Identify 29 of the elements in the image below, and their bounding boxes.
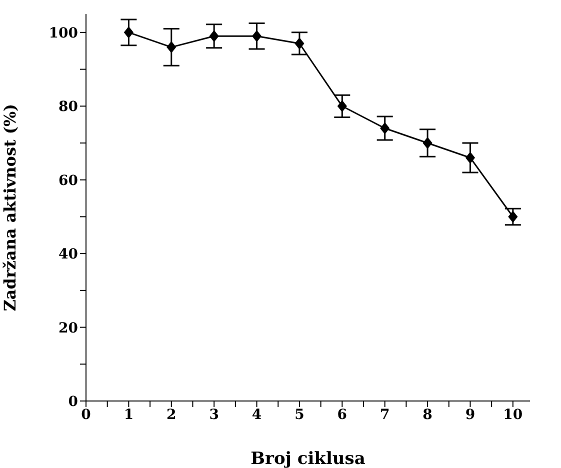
x-tick-label: 1	[124, 406, 134, 423]
point	[294, 37, 304, 50]
x-axis-title: Broj ciklusa	[250, 449, 366, 468]
y-tick-label: 100	[48, 25, 78, 42]
x-tick-label: 3	[209, 406, 219, 423]
y-tick-label: 60	[58, 172, 78, 189]
y-tick-label: 80	[58, 99, 78, 116]
x-tick-label: 4	[252, 406, 262, 423]
y-tick-label: 20	[58, 320, 78, 336]
y-tick-label: 0	[68, 394, 78, 410]
y-axis-title: Zadržana aktivnost (%)	[0, 104, 20, 312]
x-tick-label: 2	[166, 406, 176, 423]
x-tick-label: 10	[503, 406, 523, 423]
point	[337, 100, 347, 112]
point	[465, 152, 476, 164]
x-tick-label: 8	[422, 406, 432, 423]
point	[166, 41, 176, 54]
point	[508, 210, 518, 223]
point	[380, 122, 390, 134]
x-tick-label: 0	[81, 406, 92, 423]
x-tick-label: 9	[465, 406, 476, 423]
y-tick-label: 40	[58, 246, 78, 263]
point	[252, 30, 262, 42]
x-tick-label: 5	[294, 406, 304, 423]
point	[422, 137, 432, 149]
x-tick-label: 6	[337, 406, 348, 423]
point	[124, 26, 134, 38]
point	[209, 30, 219, 42]
x-tick-label: 7	[380, 406, 390, 423]
